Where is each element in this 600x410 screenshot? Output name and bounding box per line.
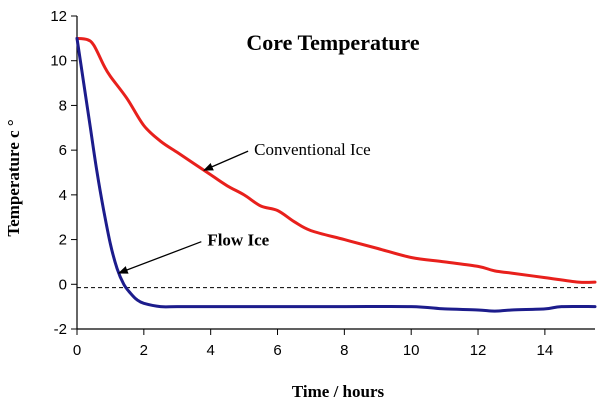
- x-tick-label: 0: [73, 342, 81, 359]
- y-axis-label: Temperature c °: [4, 119, 23, 236]
- x-tick-label: 14: [537, 342, 554, 359]
- x-tick-label: 8: [340, 342, 348, 359]
- y-tick-label: 4: [59, 187, 67, 204]
- x-tick-label: 4: [207, 342, 215, 359]
- x-tick-label: 2: [140, 342, 148, 359]
- y-tick-label: 2: [59, 232, 67, 249]
- annotation-arrow-conventional-ice: [203, 150, 249, 171]
- y-tick-label: 6: [59, 142, 67, 159]
- series-layer: [75, 36, 597, 313]
- chart-title: Core Temperature: [246, 30, 420, 55]
- series-line-flow-ice: [75, 36, 597, 313]
- y-tick-label: -2: [54, 321, 67, 338]
- axes: -2 0 2 4 6 8 10 12 0 2 4 6 8 10 12 14: [50, 8, 595, 359]
- y-tick-label: 10: [50, 53, 67, 70]
- x-tick-label: 10: [403, 342, 420, 359]
- annotation-flow-ice: Flow Ice: [207, 231, 269, 250]
- x-tick-label: 6: [273, 342, 281, 359]
- x-axis-label: Time / hours: [292, 382, 385, 401]
- x-tick-label: 12: [470, 342, 487, 359]
- annotation-conventional-ice: Conventional Ice: [254, 140, 371, 159]
- annotation-arrow-flow-ice: [117, 241, 202, 274]
- series-line-conventional-ice: [75, 36, 597, 284]
- y-tick-label: 12: [50, 8, 67, 25]
- y-tick-label: 8: [59, 97, 67, 114]
- y-tick-label: 0: [59, 276, 67, 293]
- annotation-layer: Conventional Ice Flow Ice: [117, 140, 371, 274]
